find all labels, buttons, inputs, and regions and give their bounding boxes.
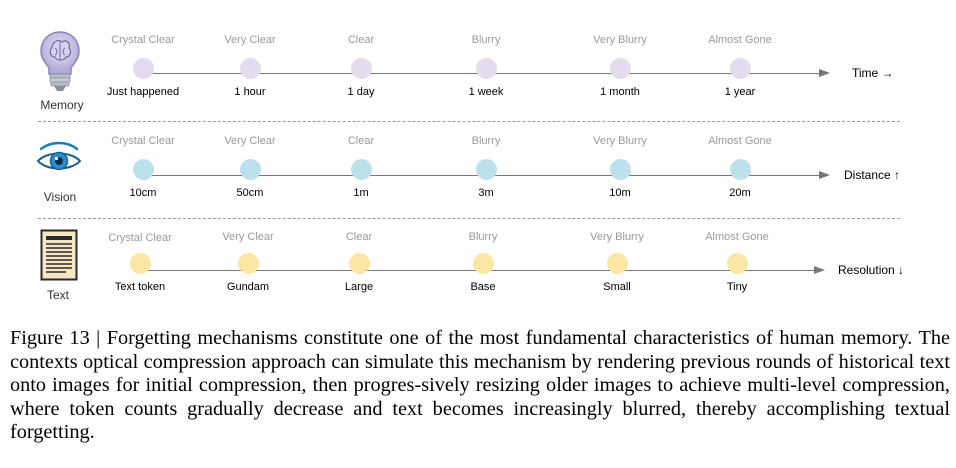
clarity-label: Almost Gone (708, 34, 772, 46)
axis-arrow-icon (819, 69, 830, 77)
stage-column: Clear 1m (306, 135, 416, 199)
eye-icon (35, 139, 83, 177)
text-dot (472, 253, 494, 274)
vision-dot (729, 159, 751, 180)
clarity-label: Very Clear (222, 231, 274, 243)
row-divider (38, 218, 900, 219)
stage-column: Clear Large (304, 231, 414, 293)
memory-dot (350, 58, 372, 79)
stage-label: Large (344, 281, 374, 293)
stage-column: Almost Gone Tiny (682, 231, 792, 293)
clarity-label: Almost Gone (708, 135, 772, 147)
stage-column: Crystal Clear 10cm (88, 135, 198, 199)
axis-label: Time → (852, 66, 894, 80)
stage-column: Very Clear 50cm (195, 135, 305, 199)
figure-caption: Figure 13 | Forgetting mechanisms consti… (10, 327, 950, 444)
text-dot (348, 253, 370, 274)
stage-column: Blurry Base (428, 231, 538, 293)
stage-column: Very Blurry Small (562, 231, 672, 293)
stage-column: Very Clear Gundam (193, 231, 303, 293)
stage-column: Crystal Clear Just happened (88, 34, 198, 98)
stage-label: 3m (478, 187, 494, 199)
stage-label: Text token (114, 281, 166, 293)
axis-label: Distance ↑ (844, 168, 901, 182)
text-row: Text Resolution ↓ Crystal Clear Text tok… (0, 225, 956, 325)
clarity-label: Crystal Clear (108, 232, 172, 244)
vision-dot (350, 159, 372, 180)
clarity-label: Blurry (468, 231, 498, 243)
stage-label: 1 year (724, 86, 756, 98)
axis-arrow-icon (819, 171, 830, 179)
memory-dot (132, 58, 154, 79)
stage-label: Gundam (226, 281, 270, 293)
vision-dot (609, 159, 631, 180)
stage-column: Almost Gone 1 year (685, 34, 795, 98)
clarity-label: Clear (347, 34, 375, 46)
clarity-label: Very Blurry (590, 231, 644, 243)
stage-label: 1 hour (234, 86, 266, 98)
clarity-label: Blurry (471, 34, 501, 46)
stage-label: 10cm (129, 187, 157, 199)
vision-dot (475, 159, 497, 180)
memory-dot (239, 58, 261, 79)
stage-column: Very Clear 1 hour (195, 34, 305, 98)
memory-dot (609, 58, 631, 79)
brain-bulb-icon (39, 30, 81, 94)
stage-label: 10m (609, 187, 631, 199)
text-dot (237, 253, 259, 274)
stage-column: Blurry 1 week (431, 34, 541, 98)
memory-dot (475, 58, 497, 79)
stage-label: Just happened (106, 86, 180, 98)
vision-row: Vision Distance ↑ Crystal Clear 10cm Ver… (0, 129, 956, 229)
stage-column: Crystal Clear Text token (85, 232, 195, 293)
stage-column: Very Blurry 1 month (565, 34, 675, 98)
axis-label: Resolution ↓ (838, 263, 905, 277)
clarity-label: Clear (345, 231, 373, 243)
clarity-label: Very Clear (224, 135, 276, 147)
stage-label: 1 day (347, 86, 375, 98)
row-divider (38, 121, 900, 122)
stage-label: Tiny (726, 281, 748, 293)
clarity-label: Very Clear (224, 34, 276, 46)
forgetting-figure: Memory Time → Crystal Clear Just happene… (0, 28, 956, 302)
clarity-label: Very Blurry (593, 34, 647, 46)
row-label: Vision (43, 190, 77, 204)
stage-label: 20m (729, 187, 751, 199)
stage-label: 1 week (468, 86, 504, 98)
clarity-label: Very Blurry (593, 135, 647, 147)
stage-column: Very Blurry 10m (565, 135, 675, 199)
clarity-label: Clear (347, 135, 375, 147)
row-label: Memory (40, 98, 84, 112)
stage-label: Base (470, 281, 496, 293)
text-dot (726, 253, 748, 274)
stage-column: Almost Gone 20m (685, 135, 795, 199)
clarity-label: Crystal Clear (111, 135, 175, 147)
row-label: Text (46, 288, 69, 302)
stage-column: Blurry 3m (431, 135, 541, 199)
text-dot (129, 253, 151, 274)
stage-label: 1m (353, 187, 369, 199)
clarity-label: Blurry (471, 135, 501, 147)
document-icon (40, 229, 78, 281)
vision-dot (132, 159, 154, 180)
stage-column: Clear 1 day (306, 34, 416, 98)
text-dot (606, 253, 628, 274)
stage-label: Small (603, 281, 631, 293)
vision-dot (239, 159, 261, 180)
memory-row: Memory Time → Crystal Clear Just happene… (0, 28, 956, 128)
axis-arrow-icon (814, 266, 825, 274)
stage-label: 50cm (236, 187, 264, 199)
stage-label: 1 month (600, 86, 640, 98)
clarity-label: Almost Gone (705, 231, 769, 243)
memory-dot (729, 58, 751, 79)
clarity-label: Crystal Clear (111, 34, 175, 46)
